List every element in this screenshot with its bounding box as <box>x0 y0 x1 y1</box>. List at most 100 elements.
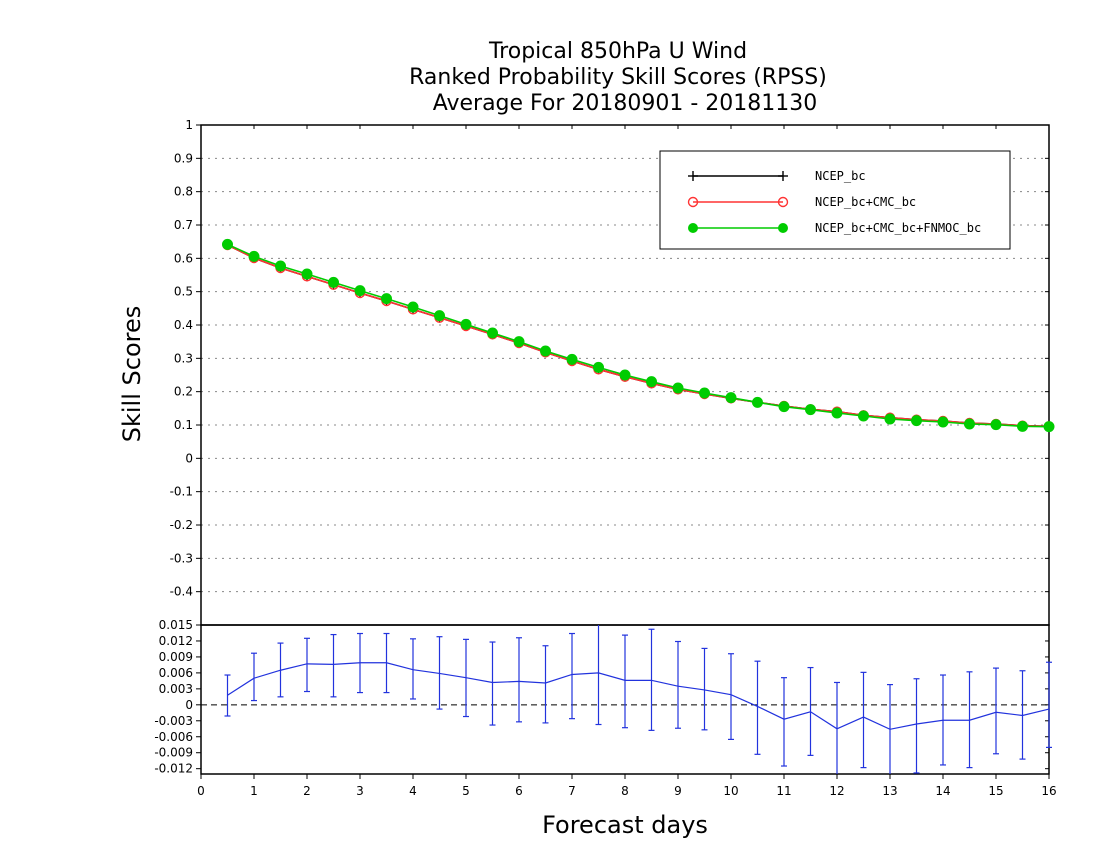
data-point <box>1017 420 1028 432</box>
x-tick-label: 15 <box>988 784 1003 798</box>
error-bar <box>860 671 867 769</box>
data-point <box>725 392 737 404</box>
data-point <box>407 301 419 313</box>
x-tick-label: 12 <box>829 784 844 798</box>
data-point <box>328 276 339 288</box>
x-tick-label: 3 <box>356 784 364 798</box>
diff-y-tick-label: 0 <box>185 698 193 712</box>
upper-panel: 1 0.9 0.8 0.7 0.6 0.5 0.4 0.3 0.2 0.1 0 -0.1 -0.2 -0.… <box>170 118 1055 626</box>
series-NCEP_bc <box>222 240 1054 432</box>
x-tick-label: 2 <box>303 784 311 798</box>
data-point <box>275 260 286 272</box>
legend: NCEP_bc NCEP_bc+CMC_bc NCEP_bc+CMC_bc+FNMO… <box>659 150 1011 250</box>
error-bar <box>754 660 761 755</box>
y-tick-label: -0.4 <box>170 585 193 599</box>
data-point <box>301 268 313 280</box>
data-point <box>884 413 896 425</box>
error-bar <box>516 637 522 723</box>
data-point <box>990 419 1002 431</box>
data-point <box>752 396 763 408</box>
diff-y-tick-label: 0.003 <box>159 682 193 696</box>
error-bar <box>993 667 999 755</box>
y-axis-label: Skill Scores <box>118 306 146 443</box>
title-line-3: Average For 20180901 - 20181130 <box>433 91 818 116</box>
error-bar <box>489 641 496 726</box>
y-tick-label: 1 <box>185 118 193 132</box>
error-bar <box>569 632 575 720</box>
error-bar <box>675 640 681 729</box>
y-tick-label: 0.9 <box>174 151 193 165</box>
diff-y-tick-label: 0.006 <box>159 666 193 680</box>
title-line-2: Ranked Probability Skill Scores (RPSS) <box>409 65 827 90</box>
y-tick-label: -0.3 <box>170 551 193 565</box>
x-tick-label: 4 <box>409 784 417 798</box>
x-tick-label: 10 <box>723 784 738 798</box>
data-point <box>858 410 869 422</box>
data-point <box>831 407 843 419</box>
x-tick-label: 7 <box>568 784 576 798</box>
chart-title: Tropical 850hPa U Wind Ranked Probabilit… <box>409 39 827 116</box>
difference-line <box>227 662 1050 730</box>
legend-box <box>659 150 1011 250</box>
error-bar <box>542 645 549 724</box>
data-point <box>460 318 472 330</box>
data-point <box>672 382 684 394</box>
data-point <box>778 401 790 413</box>
error-bar <box>913 678 920 774</box>
diff-y-tick-label: 0.015 <box>159 618 193 632</box>
series-line <box>227 244 1050 428</box>
data-point <box>805 404 816 416</box>
legend-marker <box>687 196 699 208</box>
data-point <box>937 416 949 428</box>
error-bar <box>622 634 628 729</box>
legend-label: NCEP_bc <box>815 169 866 183</box>
y-tick-label: 0.7 <box>174 218 193 232</box>
data-point <box>964 418 975 430</box>
data-point <box>354 285 366 297</box>
data-point <box>646 376 657 388</box>
data-point <box>699 387 710 399</box>
series-NCEP_bc+CMC_bc <box>222 239 1055 432</box>
data-point <box>513 336 525 348</box>
y-tick-label: 0.5 <box>174 285 193 299</box>
error-bar <box>224 674 231 717</box>
error-bar <box>251 652 257 702</box>
error-bar <box>1046 661 1052 748</box>
series-line <box>227 243 1050 428</box>
legend-marker <box>777 196 789 208</box>
error-bar <box>728 653 734 741</box>
x-tick-label: 14 <box>935 784 950 798</box>
legend-entry: NCEP_bc+CMC_bc+FNMOC_bc <box>688 221 981 235</box>
y-tick-label: 0.3 <box>174 351 193 365</box>
diff-y-tick-label: -0.006 <box>154 730 193 744</box>
legend-marker <box>688 223 698 233</box>
x-tick-label: 9 <box>674 784 682 798</box>
diff-y-tick-label: -0.009 <box>154 746 193 760</box>
y-tick-label: -0.2 <box>170 518 193 532</box>
error-bar <box>410 638 416 700</box>
legend-entry: NCEP_bc <box>688 169 866 183</box>
error-bar <box>595 625 602 726</box>
data-point <box>381 293 392 305</box>
y-tick-label: 0.6 <box>174 251 193 265</box>
y-tick-label: 0.1 <box>174 418 193 432</box>
y-tick-label: 0 <box>185 451 193 465</box>
series-NCEP_bc+CMC_bc+FNMOC_bc <box>222 238 1055 433</box>
data-point <box>222 238 233 250</box>
error-bar <box>781 677 787 767</box>
error-bar <box>304 637 310 693</box>
title-line-1: Tropical 850hPa U Wind <box>488 39 747 64</box>
data-point <box>248 250 260 262</box>
y-tick-label: 0.8 <box>174 185 193 199</box>
x-tick-label: 8 <box>621 784 629 798</box>
x-tick-label: 1 <box>250 784 258 798</box>
data-point <box>911 415 922 427</box>
x-tick-label: 13 <box>882 784 897 798</box>
data-point <box>540 345 551 357</box>
diff-y-tick-label: 0.012 <box>159 634 193 648</box>
error-bar <box>330 633 337 698</box>
y-tick-label: 0.2 <box>174 385 193 399</box>
data-point <box>434 310 445 322</box>
legend-marker <box>778 223 788 233</box>
